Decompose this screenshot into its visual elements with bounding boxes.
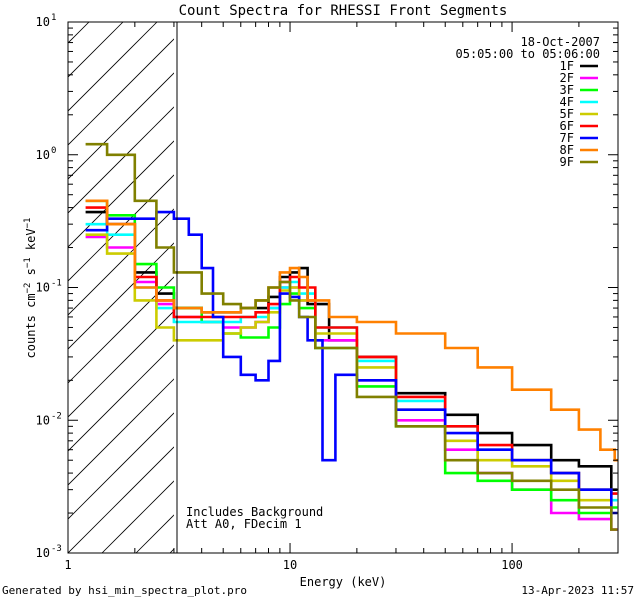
- hatch-line: [68, 242, 174, 350]
- x-tick-label: 100: [501, 558, 523, 572]
- y-tick-label: 10: [36, 15, 50, 29]
- chart-title: Count Spectra for RHESSI Front Segments: [179, 3, 508, 19]
- axis-ticks: [67, 22, 619, 554]
- timestamp-label: 13-Apr-2023 11:57: [521, 584, 634, 597]
- hatch-line: [68, 38, 174, 146]
- legend-label-2F: 2F: [560, 71, 574, 85]
- series-layer: [85, 142, 618, 531]
- y-tick-exponent: 1: [51, 13, 56, 23]
- x-tick-label: 1: [64, 558, 71, 572]
- y-axis-label: counts cm−2 s−1 keV−1: [23, 218, 38, 359]
- y-tick-exponent: -2: [51, 411, 62, 421]
- time-range-label: 05:05:00 to 05:06:00: [456, 47, 601, 61]
- annotation-background: Includes Background: [186, 505, 323, 519]
- y-tick-label: 10: [36, 413, 50, 427]
- legend-label-5F: 5F: [560, 107, 574, 121]
- y-tick-label: 10: [36, 546, 50, 560]
- hatch-line: [68, 208, 174, 316]
- series-line-9F: [85, 142, 618, 531]
- hatch-line: [68, 412, 174, 520]
- y-tick-label: 10: [36, 281, 50, 295]
- hatch-line: [68, 446, 174, 553]
- date-label: 18-Oct-2007: [521, 35, 600, 49]
- legend-label-7F: 7F: [560, 131, 574, 145]
- series-line-8F: [85, 199, 618, 462]
- annotation-attenuator: Att A0, FDecim 1: [186, 517, 302, 531]
- legend-label-6F: 6F: [560, 119, 574, 133]
- legend-label-9F: 9F: [560, 155, 574, 169]
- y-tick-exponent: -3: [51, 544, 62, 554]
- legend-label-3F: 3F: [560, 83, 574, 97]
- hatch-line: [68, 72, 174, 180]
- hatch-line: [68, 378, 174, 486]
- legend-label-8F: 8F: [560, 143, 574, 157]
- y-tick-label: 10: [36, 148, 50, 162]
- x-tick-label: 10: [283, 558, 297, 572]
- legend-label-4F: 4F: [560, 95, 574, 109]
- y-tick-exponent: -1: [51, 279, 62, 289]
- y-tick-exponent: 0: [51, 146, 56, 156]
- x-axis-label: Energy (keV): [300, 575, 387, 589]
- hatch-line: [68, 106, 174, 214]
- legend-label-1F: 1F: [560, 59, 574, 73]
- generated-by-label: Generated by hsi_min_spectra_plot.pro: [2, 584, 248, 597]
